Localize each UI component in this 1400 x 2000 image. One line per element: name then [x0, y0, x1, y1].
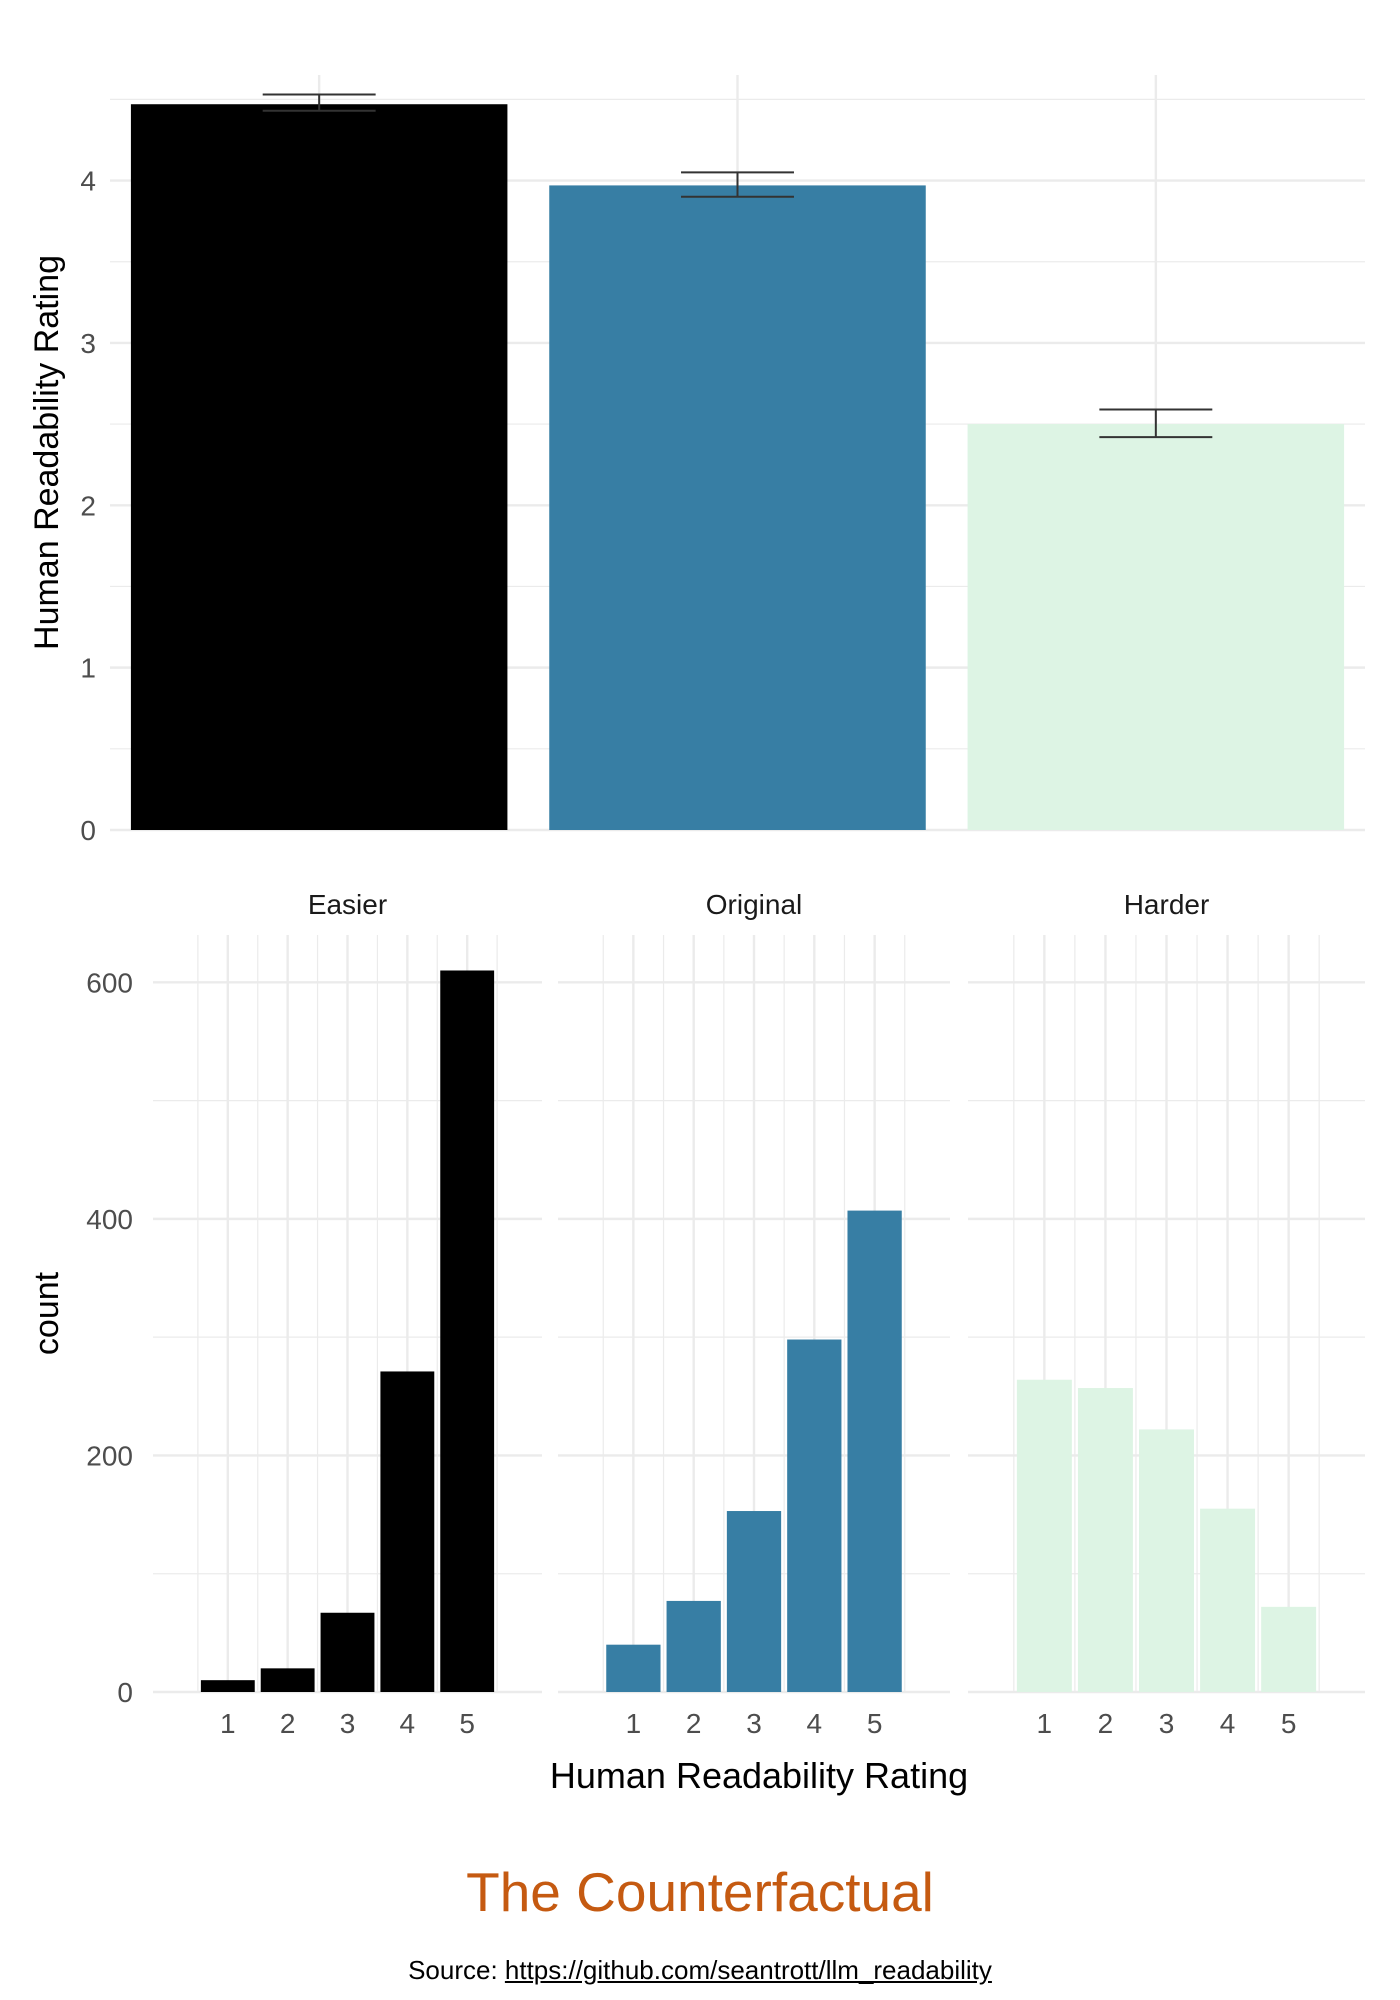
source-link[interactable]: https://github.com/seantrott/llm_readabi…: [504, 1955, 992, 1985]
facet-label-easier: Easier: [308, 889, 387, 920]
y-tick-label: 1: [80, 653, 96, 684]
histogram-bar-easier: [200, 1680, 255, 1692]
x-tick-label: 5: [867, 1708, 883, 1739]
histogram-bar-original: [606, 1644, 661, 1692]
histogram-bar-original: [847, 1210, 902, 1692]
histogram-bar-easier: [380, 1371, 435, 1692]
bar-harder: [967, 424, 1345, 830]
x-tick-label: 3: [746, 1708, 762, 1739]
y-tick-label: 0: [80, 815, 96, 846]
histogram-bar-harder: [1139, 1429, 1194, 1692]
y-tick-label: 400: [86, 1204, 133, 1235]
y-axis-title: Human Readability Rating: [28, 255, 66, 650]
x-tick-label: 5: [459, 1708, 475, 1739]
bar-original: [549, 185, 926, 831]
x-tick-label: 1: [1037, 1708, 1053, 1739]
source-line: Source: https://github.com/seantrott/llm…: [0, 1955, 1400, 1986]
histogram-bar-harder: [1200, 1508, 1256, 1692]
x-tick-label: 1: [220, 1708, 236, 1739]
histogram-bar-original: [666, 1600, 721, 1692]
histogram-bar-original: [726, 1511, 782, 1692]
histogram-bar-harder: [1077, 1388, 1133, 1692]
x-tick-label: 2: [686, 1708, 702, 1739]
y-tick-label: 2: [80, 490, 96, 521]
x-tick-label: 3: [340, 1708, 356, 1739]
source-prefix: Source:: [408, 1955, 505, 1985]
x-tick-label: 1: [626, 1708, 642, 1739]
histogram-bar-easier: [260, 1668, 315, 1692]
brand-title: The Counterfactual: [466, 1861, 934, 1923]
x-tick-label: 2: [280, 1708, 296, 1739]
facet-label-harder: Harder: [1124, 889, 1210, 920]
histogram-bar-easier: [320, 1612, 375, 1692]
x-tick-label: 3: [1159, 1708, 1175, 1739]
y-axis-title: count: [28, 1271, 66, 1355]
x-tick-label: 5: [1281, 1708, 1297, 1739]
x-tick-label: 4: [1220, 1708, 1236, 1739]
y-tick-label: 200: [86, 1440, 133, 1471]
bar-easier: [130, 104, 508, 830]
histogram-bar-harder: [1261, 1606, 1317, 1692]
x-tick-label: 4: [400, 1708, 416, 1739]
chart-area: 0 1 2 3 4 Human Readability Rating Easier 1 2 3 4 5…: [28, 75, 1365, 1796]
histogram-bar-harder: [1016, 1379, 1072, 1692]
y-tick-label: 0: [117, 1677, 133, 1708]
histogram-bar-easier: [440, 970, 495, 1692]
x-tick-label: 4: [807, 1708, 823, 1739]
histogram-bar-original: [787, 1339, 842, 1692]
y-tick-label: 600: [86, 967, 133, 998]
x-axis-title: Human Readability Rating: [550, 1755, 968, 1796]
y-tick-label: 4: [80, 166, 96, 197]
x-tick-label: 2: [1098, 1708, 1114, 1739]
facet-label-original: Original: [706, 889, 802, 920]
y-tick-label: 3: [80, 328, 96, 359]
